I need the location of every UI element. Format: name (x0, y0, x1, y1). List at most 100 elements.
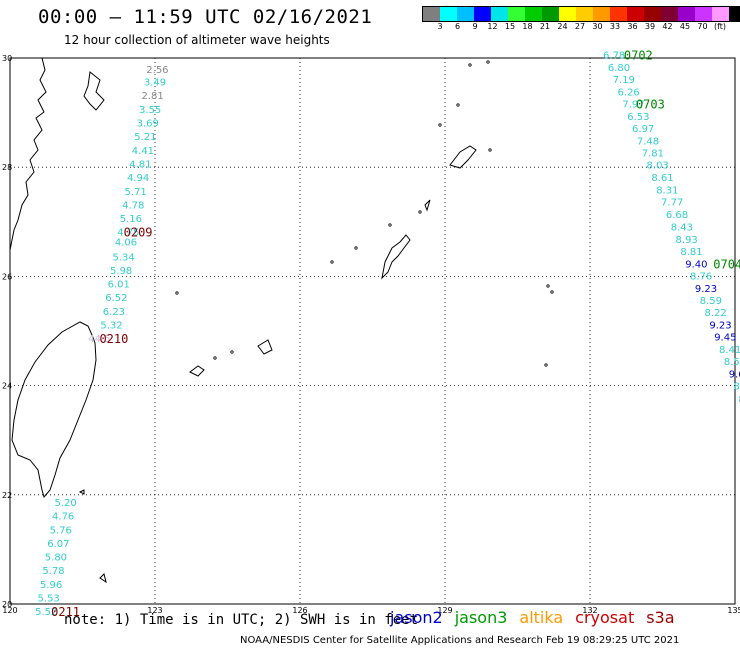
wave-height-label: 6.97 (632, 124, 654, 135)
wave-height-label: 4.76 (52, 512, 74, 523)
coastline (381, 234, 411, 280)
color-scale-label: 9 (472, 22, 478, 31)
small-island (468, 63, 472, 67)
color-scale-label: 21 (539, 22, 551, 31)
color-scale-label: 15 (504, 22, 516, 31)
wave-height-label: 6.78 (603, 50, 625, 61)
color-scale-label: 18 (522, 22, 533, 31)
coastline (449, 145, 477, 169)
wave-height-label: 5.16 (120, 214, 142, 225)
small-island (550, 290, 554, 294)
wave-height-label: 5.71 (125, 187, 147, 198)
wave-height-label: 6.80 (608, 63, 630, 74)
coastline (9, 57, 47, 251)
small-island (175, 291, 179, 295)
small-island (213, 356, 217, 360)
small-island (488, 148, 492, 152)
color-scale-label: 36 (627, 22, 638, 31)
wave-height-label: 3.49 (144, 78, 166, 89)
longitude-tick-label: 132 (582, 606, 597, 615)
satellite-name: jason3 (454, 608, 508, 627)
small-island (230, 350, 234, 354)
wave-height-label: 2.81 (141, 91, 163, 102)
color-swatch (644, 7, 661, 21)
color-scale-labels: 3 6 9 12 15 18 21 24 27 30 33 36 39 42 45 70 (ft) (422, 22, 740, 34)
color-scale-label: 6 (454, 22, 461, 31)
wave-height-label: 6.68 (666, 210, 688, 221)
wave-height-label: 5.53 (38, 594, 60, 605)
coastline (189, 365, 205, 377)
color-swatch (593, 7, 610, 21)
latitude-tick-label: 28 (2, 163, 12, 172)
longitude-tick-label: 123 (147, 606, 162, 615)
coastline (424, 199, 431, 212)
latitude-tick-label: 30 (2, 54, 12, 63)
color-swatch (729, 7, 740, 21)
time-label: 0703 (636, 97, 665, 111)
wave-height-label: 5.98 (110, 266, 132, 277)
color-scale-label: 33 (609, 22, 621, 31)
time-label: 0210 (99, 332, 128, 346)
wave-height-label: 5.34 (112, 252, 134, 263)
wave-height-label: 8.53 (724, 357, 740, 368)
wave-height-label: 8.43 (671, 222, 693, 233)
wave-height-label: 5.20 (54, 498, 76, 509)
wave-height-label: 7.81 (642, 149, 664, 160)
time-label: 0209 (124, 226, 153, 240)
wave-height-label: 5.78 (42, 566, 64, 577)
wave-height-label: 4.78 (122, 200, 144, 211)
wave-height-label: 8.93 (676, 235, 698, 246)
color-swatch (440, 7, 457, 21)
wave-height-label: 6.53 (627, 112, 649, 123)
time-label: 0211 (51, 605, 80, 619)
color-swatch (627, 7, 644, 21)
wave-height-label: 7.48 (637, 137, 659, 148)
longitude-tick-label: 120 (2, 606, 17, 615)
color-scale-label: 27 (574, 22, 586, 31)
color-scale-label: 70 (697, 22, 708, 31)
small-island (456, 103, 460, 107)
wave-height-label: 8.61 (651, 173, 673, 184)
wave-height-label: 2.56 (146, 65, 168, 76)
color-swatch (474, 7, 491, 21)
color-swatch (576, 7, 593, 21)
small-island (388, 223, 392, 227)
wave-height-label: 4.41 (132, 146, 154, 157)
credit-line: NOAA/NESDIS Center for Satellite Applica… (240, 635, 680, 646)
color-swatch (508, 7, 525, 21)
wave-height-label: 4.81 (129, 159, 151, 170)
map-title: 00:00 – 11:59 UTC 02/16/2021 (38, 6, 373, 28)
color-scale-label: 24 (557, 22, 568, 31)
color-scale-label: 39 (644, 22, 656, 31)
wave-height-label: 8.76 (690, 271, 712, 282)
wave-height-label: 6.26 (618, 87, 640, 98)
color-swatch (559, 7, 576, 21)
wave-height-label: 9.23 (695, 284, 717, 295)
wave-height-label: 9.45 (714, 333, 736, 344)
map-subtitle: 12 hour collection of altimeter wave hei… (64, 33, 330, 47)
satellite-legend: jason2 jason3 altika cryosat s3a (390, 608, 687, 627)
wave-height-label: 4.94 (127, 173, 149, 184)
wave-height-label: 8.31 (656, 186, 678, 197)
wave-height-label: 5.76 (50, 525, 72, 536)
color-swatch (661, 7, 678, 21)
color-swatch (610, 7, 627, 21)
longitude-tick-label: 126 (292, 606, 307, 615)
color-swatch (525, 7, 542, 21)
wave-height-label: 8.22 (705, 308, 727, 319)
wave-height-label: 7.19 (613, 75, 635, 86)
coastline (78, 489, 85, 495)
time-label: 0702 (624, 48, 653, 62)
color-scale-label: (ft) (713, 22, 727, 31)
wave-height-label: 44.5 (88, 334, 110, 345)
wave-height-label: 3.55 (139, 105, 161, 116)
wave-height-label: 9.40 (685, 259, 707, 270)
wave-height-label: 4.75 (117, 228, 139, 239)
color-swatch (457, 7, 474, 21)
wave-height-label: 4.06 (115, 238, 137, 249)
legend-note: note: 1) Time is in UTC; 2) SWH is in fe… (64, 612, 419, 628)
wave-height-label: 6.01 (108, 280, 130, 291)
small-island (354, 246, 358, 250)
wave-height-label: 8.81 (680, 247, 702, 258)
